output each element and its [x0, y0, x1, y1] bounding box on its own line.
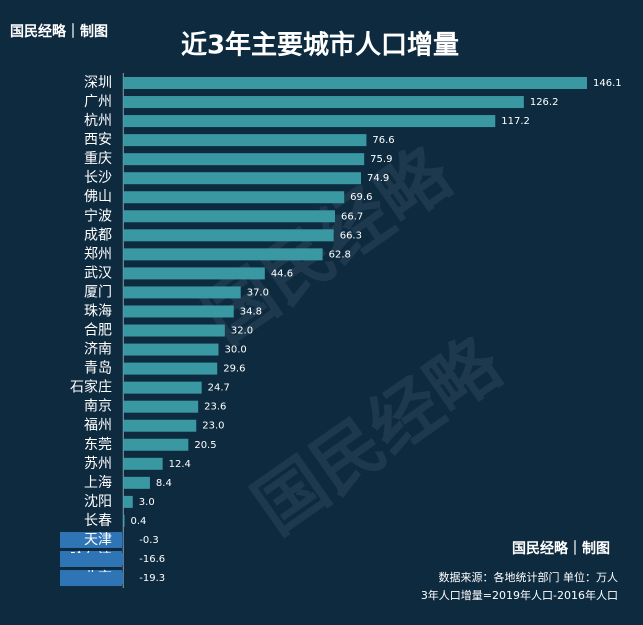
value-label: 74.9 — [367, 173, 389, 184]
category-label: 苏州 — [84, 456, 112, 472]
value-label: 0.4 — [131, 516, 147, 527]
bar — [123, 286, 241, 299]
value-label: 62.8 — [329, 249, 351, 260]
value-label: 146.1 — [593, 78, 622, 89]
value-label: -19.3 — [139, 573, 165, 584]
bar — [123, 153, 365, 166]
value-label: 30.0 — [224, 345, 246, 356]
category-label: 宁波 — [84, 207, 112, 224]
bar — [123, 324, 225, 337]
value-label: 3.0 — [139, 497, 155, 508]
category-label: 合肥 — [84, 323, 112, 339]
bar — [62, 572, 124, 585]
bar — [123, 115, 496, 128]
bar — [123, 400, 199, 413]
bar — [123, 172, 362, 185]
category-label: 深圳 — [84, 75, 112, 91]
category-label: 南京 — [84, 399, 112, 415]
bar — [123, 96, 524, 109]
bar — [123, 419, 197, 432]
value-label: 20.5 — [194, 440, 216, 451]
value-label: 23.0 — [202, 421, 224, 432]
value-label: 34.8 — [240, 306, 262, 317]
value-label: 117.2 — [501, 116, 530, 127]
value-label: 12.4 — [169, 459, 191, 470]
bar — [123, 438, 189, 451]
category-label: 珠海 — [84, 303, 112, 319]
category-label: 沈阳 — [84, 494, 112, 510]
bar — [123, 134, 367, 147]
bar — [123, 191, 345, 204]
category-label: 福州 — [84, 418, 112, 434]
bar — [123, 77, 587, 89]
category-highlight — [60, 531, 122, 548]
value-label: 66.3 — [340, 230, 362, 241]
value-label: 44.6 — [271, 268, 293, 279]
category-label: 重庆 — [84, 151, 112, 167]
bar — [123, 476, 150, 489]
category-label: 东莞 — [84, 437, 112, 453]
value-label: 66.7 — [341, 211, 363, 222]
value-label: -16.6 — [139, 554, 165, 565]
value-label: 37.0 — [247, 287, 269, 298]
source: 数据来源：各地统计部门 单位：万人 — [439, 570, 619, 584]
category-label: 石家庄 — [70, 379, 112, 396]
category-label: 武汉 — [84, 265, 112, 281]
bar — [123, 267, 265, 280]
value-label: 29.6 — [223, 364, 245, 375]
category-label: 杭州 — [84, 113, 112, 129]
category-label: 厦门 — [84, 284, 112, 300]
category-label: 西安 — [84, 132, 112, 148]
bar — [123, 495, 133, 508]
category-label: 郑州 — [84, 246, 112, 262]
bar — [123, 381, 202, 394]
category-label: 济南 — [84, 342, 112, 358]
bar — [123, 248, 323, 261]
value-label: 24.7 — [208, 383, 230, 394]
value-label: 23.6 — [204, 402, 226, 413]
value-label: 69.6 — [350, 192, 372, 203]
credit: 国民经略｜制图 — [512, 540, 610, 557]
bar — [123, 457, 163, 470]
value-label: 75.9 — [370, 154, 392, 165]
value-label: 126.2 — [530, 97, 559, 108]
bar — [123, 343, 219, 356]
value-label: -0.3 — [139, 535, 159, 546]
value-label: 32.0 — [231, 326, 253, 337]
category-label: 长春 — [84, 513, 112, 529]
category-label: 上海 — [84, 475, 112, 491]
bar — [123, 362, 218, 375]
bar — [123, 514, 125, 527]
bar — [123, 229, 334, 242]
category-label: 长沙 — [84, 170, 112, 186]
credit: 国民经略｜制图 — [10, 23, 108, 40]
bar — [70, 553, 124, 565]
note: 3年人口增量=2019年人口-2016年人口 — [421, 588, 618, 602]
value-label: 8.4 — [156, 478, 172, 489]
category-label: 广州 — [84, 94, 112, 110]
category-label: 成都 — [84, 227, 112, 243]
category-label: 青岛 — [84, 361, 112, 377]
bar — [123, 210, 335, 223]
bar — [122, 533, 124, 546]
value-label: 76.6 — [372, 135, 394, 146]
chart-title: 近3年主要城市人口增量 — [181, 30, 459, 61]
category-label: 天津 — [84, 532, 112, 548]
category-label: 佛山 — [84, 189, 112, 205]
bar — [123, 305, 234, 318]
